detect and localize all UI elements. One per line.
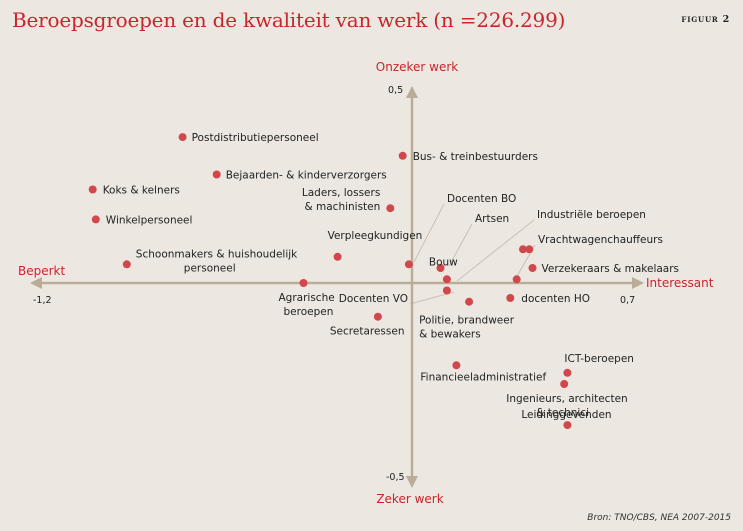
leader-lines [409,203,536,305]
data-label: Secretaressen [330,326,405,338]
y-axis-arrow-top [406,86,418,98]
data-label: Verzekeraars & makelaars [542,263,680,275]
data-label: Industriële beroepen [537,209,646,221]
data-label: Bus- & treinbestuurders [413,151,538,163]
data-label: Laders, lossers & machinisten [302,187,380,213]
data-label: Ingenieurs, architecten & technici [506,393,627,419]
data-labels: Postdistributiepersoneel Bus- & treinbest… [103,132,679,421]
chart-title: Beroepsgroepen en de kwaliteit van werk … [12,8,566,32]
data-point [442,275,451,284]
data-point [442,286,451,295]
data-point [398,151,407,160]
leader-line [413,203,445,263]
data-point [563,368,572,377]
data-point [178,133,187,142]
tick-x-max: 0,7 [620,295,635,306]
data-point [373,312,382,321]
data-point [512,275,521,284]
axes [30,86,644,488]
data-label: Koks & kelners [103,185,180,197]
leader-line [456,219,535,282]
data-point [299,279,308,287]
data-label: Bouw [429,256,458,268]
data-point [404,260,413,269]
data-point [563,421,572,430]
data-point [436,264,445,272]
data-point [525,245,534,254]
data-label: Schoonmakers & huishoudelijk personeel [136,248,298,274]
x-axis-arrow-right [632,277,644,289]
data-label: Leidinggevenden [521,409,611,421]
data-point [333,252,342,261]
data-point [88,185,97,194]
data-point [560,380,569,388]
data-points [88,133,572,430]
data-point [528,264,537,272]
source-note: Bron: TNO/CBS, NEA 2007-2015 [587,513,731,523]
data-label: Postdistributiepersoneel [192,132,319,144]
data-label: docenten HO [521,293,590,305]
data-point [122,260,131,269]
y-axis-arrow-bottom [406,476,418,488]
axis-end-y-top: Onzeker werk [376,60,459,74]
figure-label: Figuur 2 [681,14,730,25]
data-label: Winkelpersoneel [106,214,193,226]
data-label: Artsen [475,213,509,225]
tick-x-min: -1,2 [33,295,52,306]
axis-end-x-left: Beperkt [18,264,65,278]
data-point [386,204,395,213]
data-label: Docenten BO [447,193,516,205]
data-label: Vrachtwagenchauffeurs [538,234,663,246]
data-label: Agrarische beroepen [279,292,335,318]
data-point [465,297,474,306]
data-label: ICT-beroepen [564,353,634,365]
data-point [519,245,527,254]
tick-y-max: 0,5 [388,85,403,96]
data-label: Verpleegkundigen [328,230,423,242]
data-label: Bejaarden- & kinderverzorgers [226,170,387,182]
tick-y-min: -0,5 [386,472,405,483]
x-axis-arrow-left [30,277,42,289]
data-label: Politie, brandweer & bewakers [419,315,515,341]
data-point [91,215,100,224]
data-label: Docenten VO [339,293,408,305]
axis-end-x-right: Interessant [646,276,714,290]
leader-line [448,223,473,267]
data-point [506,294,515,302]
data-label: Financieeladministratief [420,371,546,383]
data-point [452,361,461,370]
axis-end-y-bottom: Zeker werk [376,492,443,506]
data-point [212,170,221,179]
